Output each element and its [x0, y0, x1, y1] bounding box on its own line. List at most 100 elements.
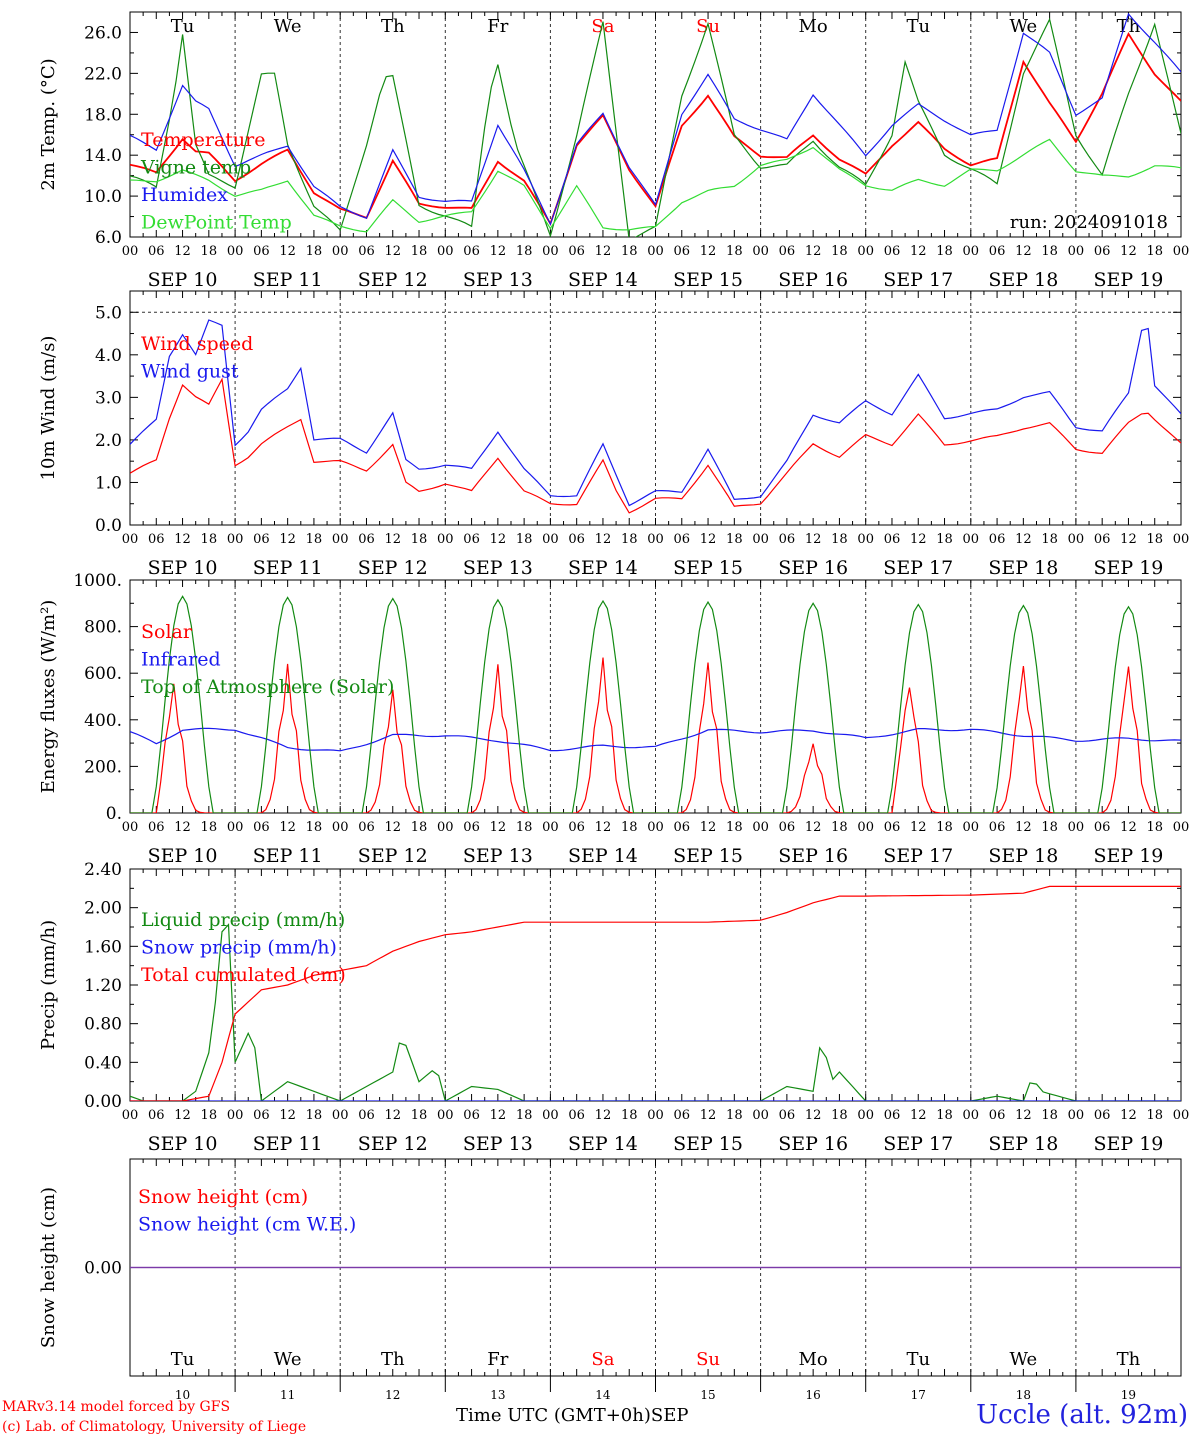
date-label: SEP 10 [148, 557, 218, 579]
day-name: We [274, 1349, 302, 1370]
day-number: 18 [1016, 1388, 1031, 1402]
day-name: Th [381, 1349, 405, 1370]
hour-tick-label: 18 [306, 1108, 323, 1123]
hour-tick-label: 06 [1094, 820, 1111, 835]
hour-tick-label: 18 [621, 244, 638, 259]
y-tick-label: 10.0 [84, 187, 122, 207]
hour-tick-label: 18 [411, 532, 428, 547]
day-number: 19 [1121, 1388, 1136, 1402]
day-name: Su [696, 1349, 720, 1370]
hour-tick-label: 18 [621, 532, 638, 547]
hour-tick-label: 06 [358, 820, 375, 835]
hour-tick-label: 18 [831, 820, 848, 835]
y-tick-label: 200. [84, 757, 122, 777]
hour-tick-label: 12 [1120, 1108, 1137, 1123]
day-name: Fr [487, 1349, 508, 1370]
legend-entry: Total cumulated (cm) [141, 964, 346, 986]
date-label: SEP 10 [148, 1133, 218, 1155]
hour-tick-label: 00 [752, 1108, 769, 1123]
day-name: Tu [906, 1349, 930, 1370]
y-axis-label: Energy fluxes (W/m²) [38, 600, 59, 794]
hour-tick-label: 06 [358, 532, 375, 547]
hour-tick-label: 12 [279, 820, 296, 835]
hour-tick-label: 18 [306, 532, 323, 547]
series-humidex [130, 12, 1181, 226]
y-tick-label: 2.0 [95, 431, 122, 451]
hour-tick-label: 06 [674, 1108, 691, 1123]
hour-tick-label: 18 [726, 1108, 743, 1123]
hour-tick-label: 12 [1015, 244, 1032, 259]
hour-tick-label: 12 [490, 244, 507, 259]
date-label: SEP 12 [358, 1133, 428, 1155]
y-tick-label: 0.00 [84, 1259, 122, 1279]
hour-tick-label: 00 [122, 820, 139, 835]
y-tick-label: 0.00 [84, 1092, 122, 1112]
hour-tick-label: 00 [542, 820, 559, 835]
panel-1: 6.0 10.0 14.0 18.0 22.0 26.0 2m Temp. (°C) 00 06… [38, 11, 1189, 291]
day-name: Th [1117, 1349, 1141, 1370]
hour-tick-label: 18 [516, 532, 533, 547]
hour-tick-label: 12 [910, 1108, 927, 1123]
hour-tick-label: 00 [227, 820, 244, 835]
day-number: 16 [806, 1388, 821, 1402]
hour-tick-label: 00 [1068, 820, 1085, 835]
hour-tick-label: 00 [227, 532, 244, 547]
hour-tick-label: 12 [805, 532, 822, 547]
hour-tick-label: 00 [857, 1108, 874, 1123]
hour-tick-label: 06 [1094, 244, 1111, 259]
hour-tick-label: 00 [122, 1108, 139, 1123]
hour-tick-label: 00 [1068, 1108, 1085, 1123]
date-label: SEP 14 [568, 1133, 638, 1155]
hour-tick-label: 18 [726, 244, 743, 259]
date-label: SEP 14 [568, 557, 638, 579]
date-label: SEP 12 [358, 845, 428, 867]
hour-tick-label: 06 [568, 532, 585, 547]
hour-tick-label: 12 [384, 820, 401, 835]
hour-tick-label: 12 [174, 532, 191, 547]
legend-entry: Snow height (cm W.E.) [138, 1214, 356, 1236]
hour-tick-label: 00 [1173, 820, 1190, 835]
date-label: SEP 15 [673, 557, 743, 579]
hour-tick-label: 00 [963, 820, 980, 835]
day-name: Tu [171, 16, 195, 37]
y-tick-label: 26.0 [84, 23, 122, 43]
date-label: SEP 15 [673, 269, 743, 291]
hour-tick-label: 18 [516, 244, 533, 259]
date-label: SEP 13 [463, 1133, 533, 1155]
legend-entry: Wind gust [141, 361, 239, 383]
hour-tick-label: 18 [411, 244, 428, 259]
hour-tick-label: 06 [779, 1108, 796, 1123]
hour-tick-label: 06 [674, 244, 691, 259]
series-wind-gust [130, 319, 1181, 507]
hour-tick-label: 12 [384, 1108, 401, 1123]
hour-tick-label: 00 [332, 820, 349, 835]
date-label: SEP 11 [253, 557, 323, 579]
hour-tick-label: 18 [516, 820, 533, 835]
date-label: SEP 10 [148, 845, 218, 867]
panel-4: 0.00 0.40 0.80 1.20 1.60 2.00 2.40 Precip (mm/h… [38, 860, 1189, 1155]
hour-tick-label: 18 [1041, 244, 1058, 259]
y-tick-label: 1000. [73, 571, 122, 591]
y-tick-label: 600. [84, 664, 122, 684]
hour-tick-label: 12 [490, 820, 507, 835]
date-label: SEP 15 [673, 1133, 743, 1155]
hour-tick-label: 12 [174, 1108, 191, 1123]
y-axis-label: Snow height (cm) [38, 1187, 59, 1348]
y-tick-label: 3.0 [95, 388, 122, 408]
hour-tick-label: 00 [647, 1108, 664, 1123]
date-label: SEP 16 [778, 1133, 848, 1155]
day-name: We [1010, 1349, 1038, 1370]
date-label: SEP 17 [883, 845, 953, 867]
hour-tick-label: 12 [595, 532, 612, 547]
series-top-of-atmosphere-solar [130, 595, 1181, 813]
hour-tick-label: 18 [621, 1108, 638, 1123]
hour-tick-label: 12 [910, 820, 927, 835]
hour-tick-label: 06 [358, 244, 375, 259]
legend-entry: Wind speed [141, 333, 253, 355]
y-tick-label: 1.20 [84, 976, 122, 996]
hour-tick-label: 06 [568, 1108, 585, 1123]
hour-tick-label: 18 [306, 820, 323, 835]
y-tick-label: 2.00 [84, 899, 122, 919]
hour-tick-label: 12 [490, 532, 507, 547]
panel-3: 0. 200. 400. 600. 800. 1000. Energy fluxes (W/… [38, 571, 1189, 867]
